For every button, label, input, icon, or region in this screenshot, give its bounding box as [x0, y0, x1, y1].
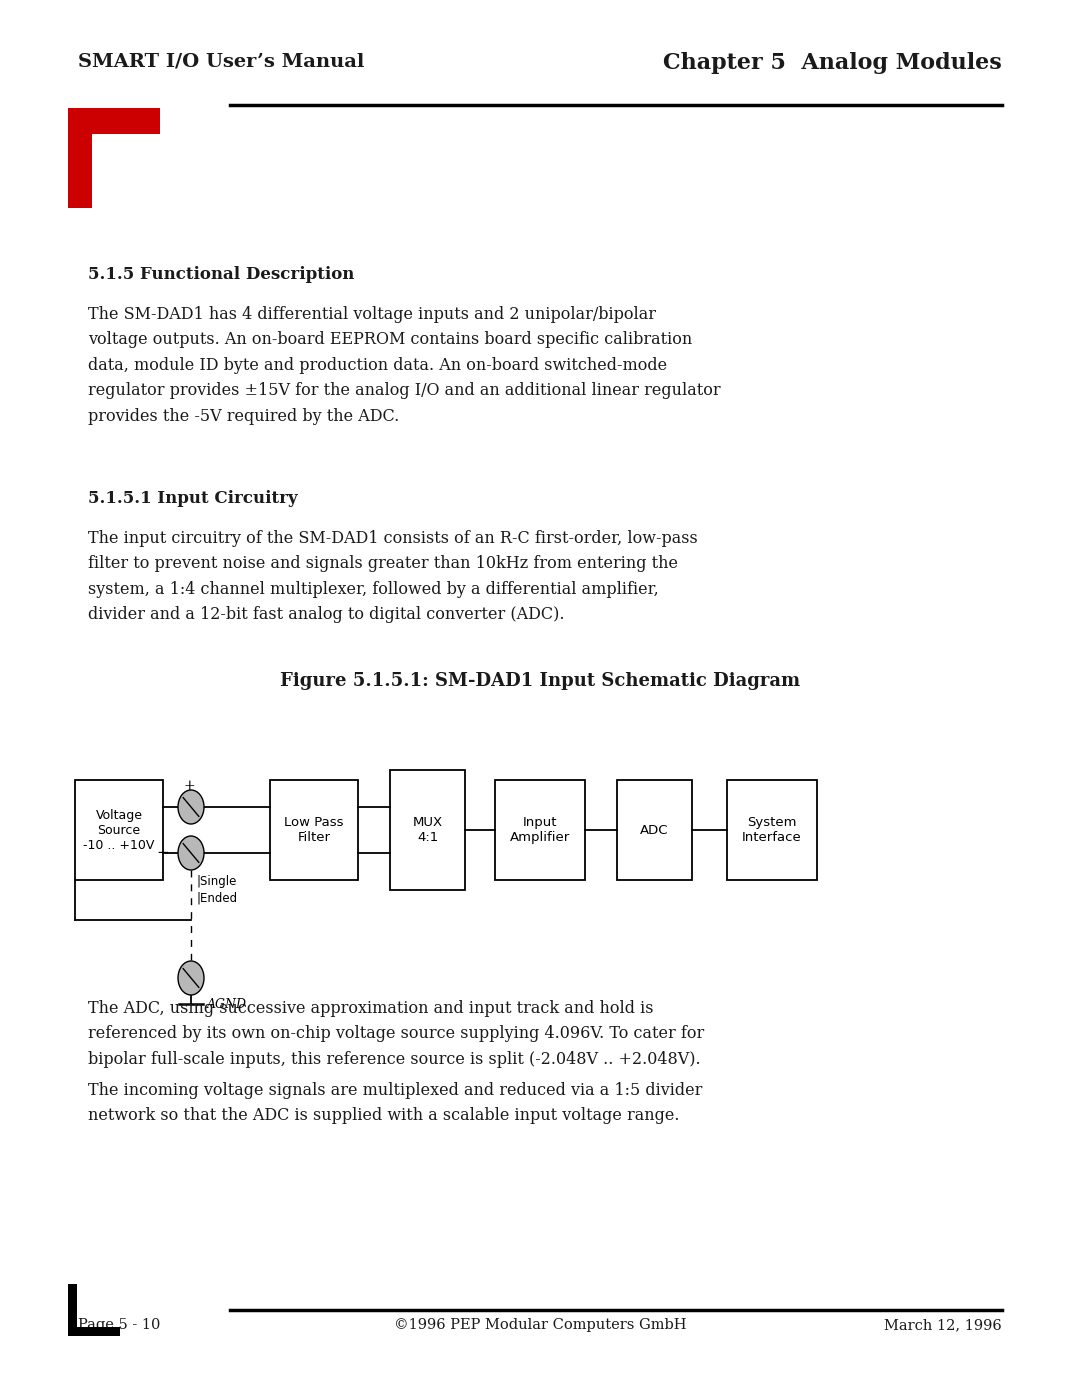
Bar: [75, 780, 163, 880]
Text: AGND: AGND: [207, 997, 247, 1011]
Text: Low Pass
Filter: Low Pass Filter: [284, 815, 343, 844]
Bar: [390, 770, 465, 890]
Text: MUX
4:1: MUX 4:1: [413, 815, 443, 844]
Bar: [270, 780, 357, 880]
Text: Figure 5.1.5.1: SM-DAD1 Input Schematic Diagram: Figure 5.1.5.1: SM-DAD1 Input Schematic …: [280, 672, 800, 690]
Bar: [617, 780, 692, 880]
Bar: [495, 780, 585, 880]
Text: 5.1.5 Functional Description: 5.1.5 Functional Description: [87, 265, 354, 283]
Text: Chapter 5  Analog Modules: Chapter 5 Analog Modules: [663, 52, 1002, 74]
Text: The SM-DAD1 has 4 differential voltage inputs and 2 unipolar/bipolar
voltage out: The SM-DAD1 has 4 differential voltage i…: [87, 307, 720, 425]
Bar: [68, 109, 92, 208]
Text: System
Interface: System Interface: [742, 815, 801, 844]
Bar: [727, 780, 816, 880]
Text: The incoming voltage signals are multiplexed and reduced via a 1:5 divider
netwo: The incoming voltage signals are multipl…: [87, 1082, 702, 1125]
Text: The ADC, using successive approximation and input track and hold is
referenced b: The ADC, using successive approximation …: [87, 1000, 704, 1068]
Bar: [68, 1327, 120, 1336]
Bar: [68, 1284, 77, 1336]
Text: |Single
|Ended: |Single |Ended: [197, 874, 238, 905]
Bar: [68, 109, 160, 133]
Text: ADC: ADC: [640, 824, 669, 836]
Text: March 12, 1996: March 12, 1996: [885, 1319, 1002, 1332]
Text: Input
Amplifier: Input Amplifier: [510, 815, 570, 844]
Text: SMART I/O User’s Manual: SMART I/O User’s Manual: [78, 52, 364, 70]
Text: +: +: [184, 780, 194, 793]
Text: The input circuitry of the SM-DAD1 consists of an R-C first-order, low-pass
filt: The input circuitry of the SM-DAD1 consi…: [87, 529, 698, 623]
Ellipse shape: [178, 961, 204, 995]
Text: 5.1.5.1 Input Circuitry: 5.1.5.1 Input Circuitry: [87, 490, 298, 507]
Text: −: −: [157, 846, 170, 859]
Text: Voltage
Source
-10 .. +10V: Voltage Source -10 .. +10V: [83, 808, 154, 851]
Text: Page 5 - 10: Page 5 - 10: [78, 1319, 160, 1332]
Text: ©1996 PEP Modular Computers GmbH: ©1996 PEP Modular Computers GmbH: [394, 1319, 686, 1332]
Ellipse shape: [178, 791, 204, 824]
Ellipse shape: [178, 836, 204, 870]
